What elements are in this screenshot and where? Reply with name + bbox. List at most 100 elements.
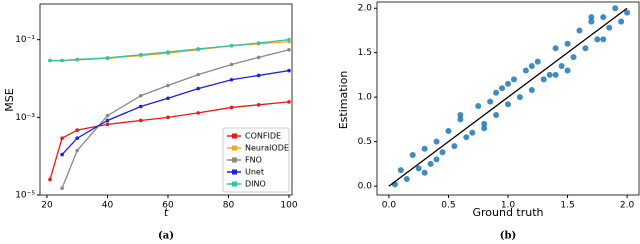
point bbox=[612, 5, 619, 12]
marker bbox=[229, 62, 234, 67]
marker bbox=[287, 100, 291, 104]
point bbox=[528, 63, 535, 70]
point bbox=[439, 149, 446, 156]
marker bbox=[229, 43, 234, 48]
x-axis-label: t bbox=[164, 206, 169, 219]
series-line bbox=[49, 101, 290, 180]
point bbox=[433, 138, 440, 145]
legend-marker bbox=[232, 133, 237, 139]
point bbox=[546, 71, 553, 78]
legend-label: Unet bbox=[245, 168, 264, 177]
x-tick-label: 60 bbox=[162, 201, 174, 211]
legend-label: DINO bbox=[245, 180, 266, 189]
marker bbox=[75, 128, 80, 132]
point bbox=[528, 87, 535, 94]
marker bbox=[138, 52, 143, 57]
point bbox=[421, 145, 428, 152]
marker bbox=[105, 118, 110, 123]
marker bbox=[166, 96, 170, 101]
marker bbox=[287, 68, 291, 73]
point bbox=[451, 143, 458, 150]
y-tick-label: 10⁻⁵ bbox=[15, 191, 35, 201]
point bbox=[510, 76, 517, 83]
marker bbox=[287, 37, 291, 42]
y-tick-label: 0.0 bbox=[358, 182, 373, 192]
point bbox=[457, 116, 464, 123]
point bbox=[415, 165, 422, 172]
point bbox=[576, 27, 583, 34]
marker bbox=[287, 47, 291, 52]
marker bbox=[166, 50, 170, 54]
point bbox=[516, 94, 523, 101]
marker bbox=[75, 136, 80, 141]
marker bbox=[138, 118, 143, 123]
point bbox=[481, 120, 488, 127]
marker bbox=[105, 122, 110, 127]
point bbox=[534, 58, 541, 65]
reference-line bbox=[388, 7, 628, 187]
point bbox=[564, 40, 571, 47]
x-tick-label: 0.5 bbox=[441, 201, 455, 211]
marker bbox=[138, 93, 143, 98]
marker bbox=[105, 113, 110, 118]
x-axis-label: Ground truth bbox=[472, 206, 543, 219]
point bbox=[588, 14, 595, 21]
point bbox=[403, 175, 410, 182]
y-axis-label: Estimation bbox=[337, 71, 350, 130]
point bbox=[463, 134, 470, 141]
x-tick-label: 1.0 bbox=[501, 201, 516, 211]
legend-marker bbox=[232, 145, 237, 151]
marker bbox=[256, 41, 261, 45]
point bbox=[409, 151, 416, 158]
series-line bbox=[49, 39, 290, 62]
plot-area bbox=[39, 3, 293, 196]
marker bbox=[48, 58, 52, 63]
legend-marker bbox=[232, 181, 237, 187]
caption: (a) bbox=[158, 231, 174, 242]
marker bbox=[48, 177, 52, 182]
point bbox=[427, 160, 434, 167]
x-tick-label: 2.0 bbox=[620, 201, 635, 211]
x-tick-label: 100 bbox=[280, 201, 297, 211]
x-tick-label: 20 bbox=[41, 201, 53, 211]
legend-box bbox=[222, 127, 290, 193]
point bbox=[499, 85, 506, 92]
point bbox=[481, 125, 488, 132]
legend-label: NeuralODE bbox=[245, 144, 289, 153]
marker bbox=[196, 72, 201, 77]
marker bbox=[75, 57, 80, 62]
y-tick-label: 10⁻³ bbox=[15, 113, 35, 123]
point bbox=[552, 45, 559, 52]
point bbox=[540, 76, 547, 83]
marker bbox=[196, 47, 201, 51]
point bbox=[522, 67, 529, 74]
marker bbox=[60, 186, 64, 190]
marker bbox=[196, 86, 201, 91]
legend-marker bbox=[232, 157, 237, 163]
point bbox=[618, 18, 625, 25]
marker bbox=[60, 58, 64, 63]
marker bbox=[229, 105, 234, 110]
point bbox=[433, 156, 440, 163]
point bbox=[594, 36, 601, 43]
point bbox=[624, 9, 631, 16]
marker bbox=[229, 77, 234, 82]
point bbox=[493, 89, 500, 96]
y-tick-label: 1.0 bbox=[358, 93, 373, 103]
point bbox=[606, 24, 613, 31]
y-tick-label: 0.5 bbox=[358, 137, 372, 147]
point bbox=[475, 103, 482, 110]
x-tick-label: 40 bbox=[102, 201, 114, 211]
marker bbox=[196, 111, 201, 115]
x-tick-label: 0.0 bbox=[382, 201, 397, 211]
point bbox=[552, 71, 559, 78]
y-tick-label: 10⁻¹ bbox=[15, 35, 35, 45]
point bbox=[397, 167, 404, 174]
point bbox=[582, 45, 589, 52]
point bbox=[469, 129, 476, 136]
point bbox=[457, 111, 464, 118]
marker bbox=[105, 56, 110, 60]
point bbox=[600, 36, 607, 43]
marker bbox=[166, 115, 170, 120]
